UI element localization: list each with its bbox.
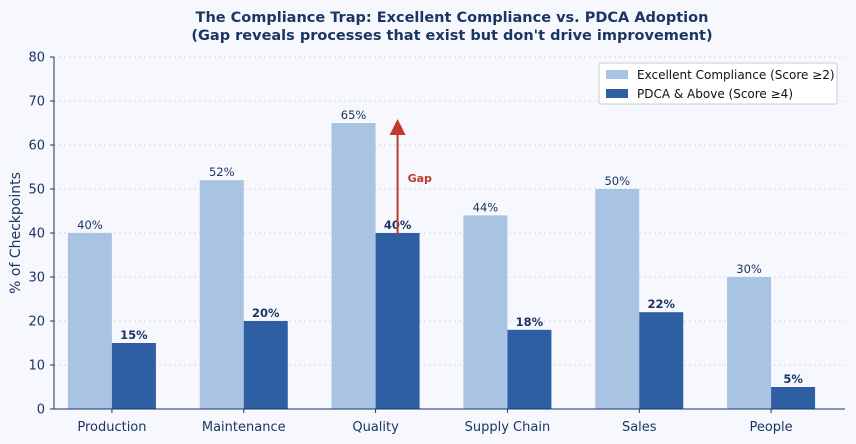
y-tick-label: 80 — [28, 51, 45, 66]
category-label: Sales — [622, 420, 657, 435]
bar-excellent-compliance — [199, 180, 244, 409]
legend-label: Excellent Compliance (Score ≥2) — [637, 68, 835, 82]
y-tick-label: 40 — [28, 227, 45, 242]
y-axis-ticks: 0 10 20 30 40 50 60 70 80 — [28, 51, 54, 418]
category-label: Quality — [352, 420, 399, 435]
chart-title: The Compliance Trap: Excellent Complianc… — [196, 10, 709, 26]
bars: 40%15%52%20%65%40%44%18%50%22%30%5% — [67, 108, 816, 409]
bar-pdca — [771, 387, 816, 409]
bar-excellent-compliance — [67, 233, 112, 409]
y-tick-label: 0 — [37, 403, 45, 418]
y-tick-label: 70 — [28, 95, 45, 110]
bar-pdca — [639, 312, 684, 409]
data-label: 40% — [77, 218, 103, 232]
y-tick-label: 50 — [28, 183, 45, 198]
data-label: 52% — [209, 165, 235, 179]
bar-pdca — [375, 233, 420, 409]
legend-box — [598, 62, 838, 105]
data-label: 44% — [473, 200, 499, 214]
data-label: 22% — [647, 297, 675, 311]
y-tick-label: 10 — [28, 359, 45, 374]
bar-excellent-compliance — [463, 215, 508, 409]
bar-excellent-compliance — [727, 277, 772, 409]
gap-annotation: Gap — [389, 119, 432, 235]
bar-pdca — [111, 343, 156, 409]
y-tick-label: 20 — [28, 315, 45, 330]
gap-label: Gap — [408, 172, 432, 185]
data-label: 30% — [736, 262, 762, 276]
axes — [53, 57, 845, 410]
data-label: 15% — [120, 328, 148, 342]
category-label: Production — [77, 420, 146, 435]
category-label: Maintenance — [202, 420, 286, 435]
y-axis-label: % of Checkpoints — [8, 172, 24, 294]
data-label: 20% — [252, 306, 280, 320]
legend-label: PDCA & Above (Score ≥4) — [637, 87, 793, 101]
data-label: 18% — [516, 315, 544, 329]
category-labels: Production Maintenance Quality Supply Chain… — [77, 409, 793, 435]
y-tick-label: 60 — [28, 139, 45, 154]
bar-pdca — [243, 321, 288, 409]
data-label: 65% — [341, 108, 367, 122]
data-label: 50% — [604, 174, 630, 188]
category-label: People — [749, 420, 792, 435]
y-tick-label: 30 — [28, 271, 45, 286]
legend-swatch — [606, 89, 628, 98]
category-label: Supply Chain — [465, 420, 551, 435]
bar-excellent-compliance — [595, 189, 640, 409]
bar-excellent-compliance — [331, 123, 376, 409]
chart-subtitle: (Gap reveals processes that exist but do… — [191, 28, 712, 44]
data-label: 5% — [783, 372, 803, 386]
bar-pdca — [507, 329, 552, 409]
gridlines — [54, 56, 845, 366]
legend: Excellent Compliance (Score ≥2) PDCA & Ab… — [598, 62, 838, 105]
legend-swatch — [606, 70, 628, 79]
